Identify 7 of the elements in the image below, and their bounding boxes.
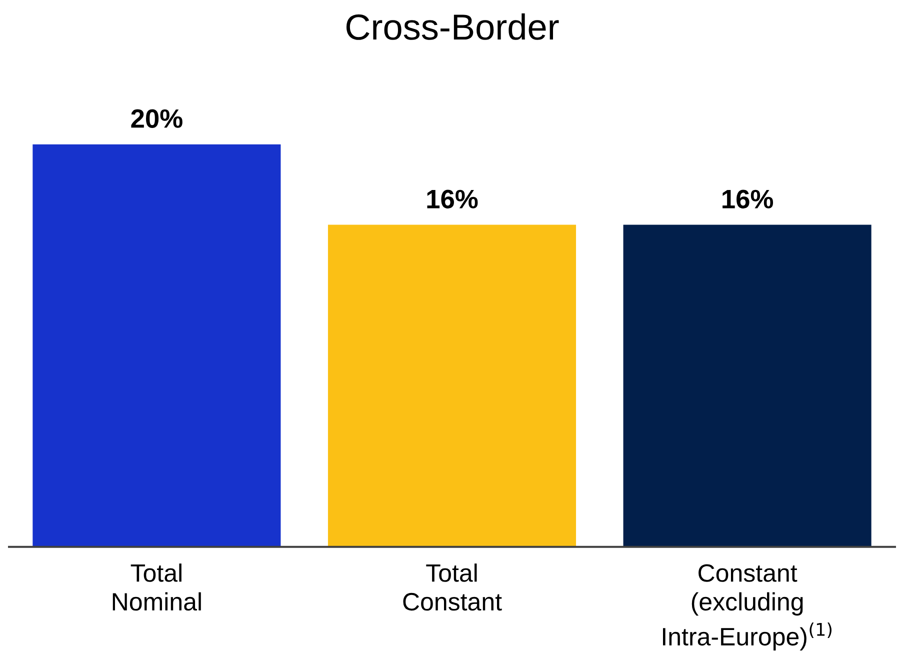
chart-title: Cross-Border — [346, 13, 559, 40]
x-tick-label: Constant (excluding Intra-Europe)$^{(1)}$ — [662, 564, 832, 651]
data-label: 20% — [131, 109, 182, 128]
data-label: 16% — [427, 190, 478, 208]
x-tick-label: Total Nominal — [112, 564, 201, 611]
x-tick-label: Total Constant — [403, 564, 502, 611]
data-label: 16% — [722, 190, 774, 208]
